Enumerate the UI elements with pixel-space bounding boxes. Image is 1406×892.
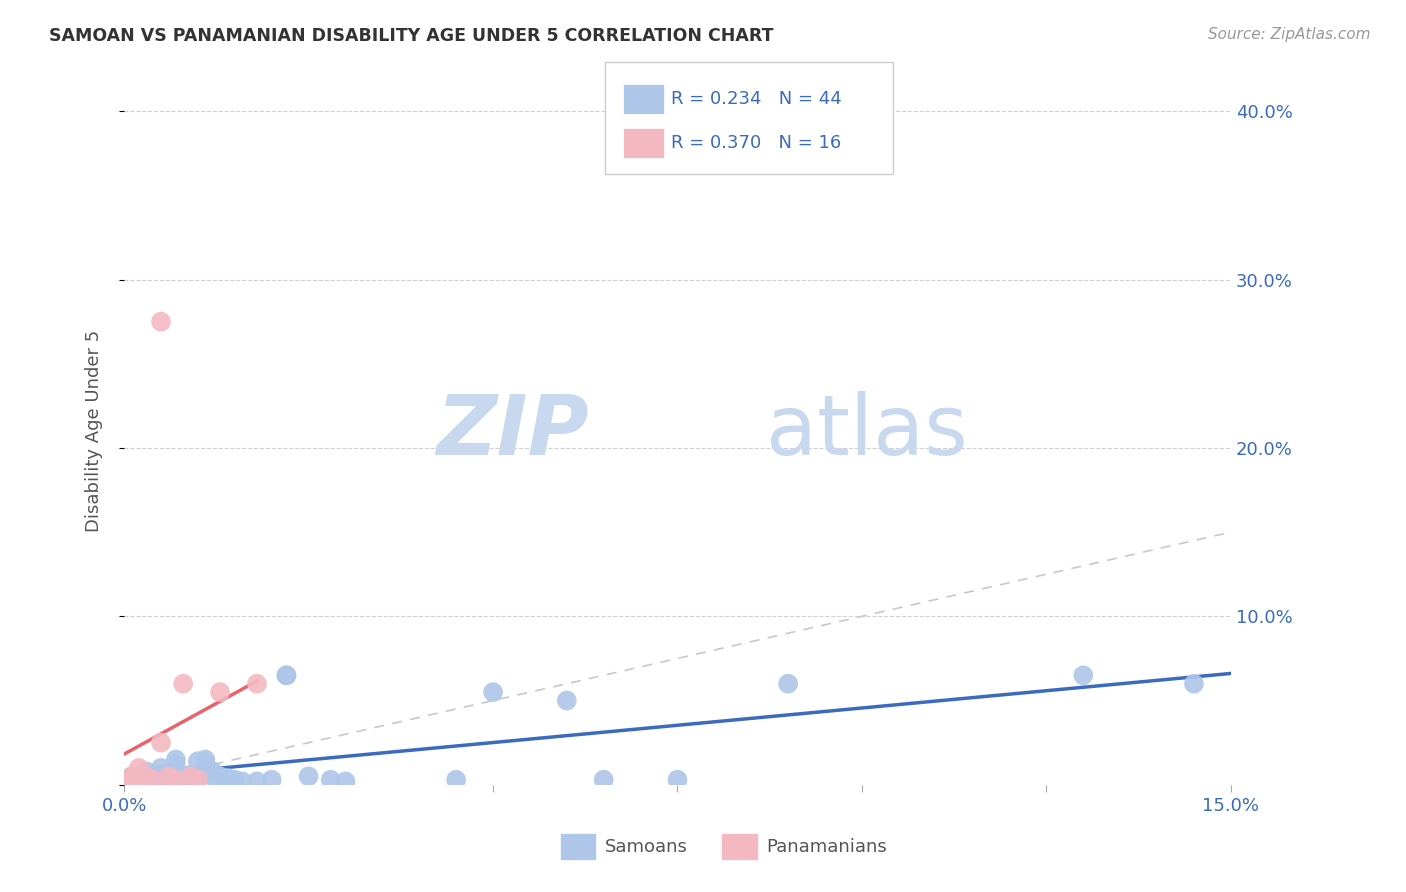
Point xyxy=(150,736,173,750)
Point xyxy=(666,772,689,787)
Point xyxy=(246,676,269,690)
Point xyxy=(150,315,173,329)
Point xyxy=(135,764,157,779)
Point xyxy=(1182,676,1205,690)
Point xyxy=(231,774,253,789)
Point xyxy=(217,771,239,785)
Point xyxy=(150,772,173,787)
Point xyxy=(194,756,217,770)
Point xyxy=(209,769,232,783)
Point xyxy=(319,772,342,787)
Point xyxy=(201,769,224,783)
Point xyxy=(224,772,246,787)
Text: Source: ZipAtlas.com: Source: ZipAtlas.com xyxy=(1208,27,1371,42)
Point xyxy=(121,772,143,787)
Point xyxy=(187,772,209,787)
Point xyxy=(555,693,578,707)
Text: SAMOAN VS PANAMANIAN DISABILITY AGE UNDER 5 CORRELATION CHART: SAMOAN VS PANAMANIAN DISABILITY AGE UNDE… xyxy=(49,27,773,45)
Point xyxy=(142,772,165,787)
Text: Samoans: Samoans xyxy=(605,838,688,855)
Point xyxy=(135,769,157,783)
Point xyxy=(142,772,165,787)
Point xyxy=(157,769,180,783)
Text: R = 0.370   N = 16: R = 0.370 N = 16 xyxy=(671,134,841,152)
Text: R = 0.234   N = 44: R = 0.234 N = 44 xyxy=(671,90,841,108)
Text: atlas: atlas xyxy=(766,391,967,472)
Point xyxy=(1071,668,1094,682)
Point xyxy=(128,772,150,787)
Point xyxy=(180,767,202,781)
Point xyxy=(592,772,614,787)
Point xyxy=(165,757,187,772)
Point xyxy=(121,772,143,787)
Point xyxy=(165,752,187,766)
Point xyxy=(142,769,165,783)
Point xyxy=(150,767,173,781)
Point xyxy=(209,685,232,699)
Point xyxy=(276,668,298,682)
Point xyxy=(201,764,224,779)
Y-axis label: Disability Age Under 5: Disability Age Under 5 xyxy=(86,330,103,533)
Point xyxy=(165,772,187,787)
Point xyxy=(121,769,143,783)
Point xyxy=(246,774,269,789)
Point xyxy=(260,772,283,787)
Point xyxy=(778,676,800,690)
Point xyxy=(135,769,157,783)
Point xyxy=(276,668,298,682)
Point xyxy=(180,769,202,783)
Text: Panamanians: Panamanians xyxy=(766,838,887,855)
Point xyxy=(135,772,157,787)
Point xyxy=(335,774,357,789)
Point xyxy=(157,769,180,783)
Point xyxy=(157,772,180,787)
Point xyxy=(187,754,209,768)
Point xyxy=(172,769,194,783)
Point xyxy=(150,761,173,775)
Point xyxy=(135,772,157,787)
Point xyxy=(297,769,319,783)
Text: ZIP: ZIP xyxy=(436,391,589,472)
Point xyxy=(194,752,217,766)
Point xyxy=(128,769,150,783)
Point xyxy=(172,772,194,787)
Point xyxy=(187,769,209,783)
Point xyxy=(482,685,505,699)
Point xyxy=(121,769,143,783)
Point xyxy=(444,772,467,787)
Point xyxy=(172,676,194,690)
Point xyxy=(128,769,150,783)
Point xyxy=(128,761,150,775)
